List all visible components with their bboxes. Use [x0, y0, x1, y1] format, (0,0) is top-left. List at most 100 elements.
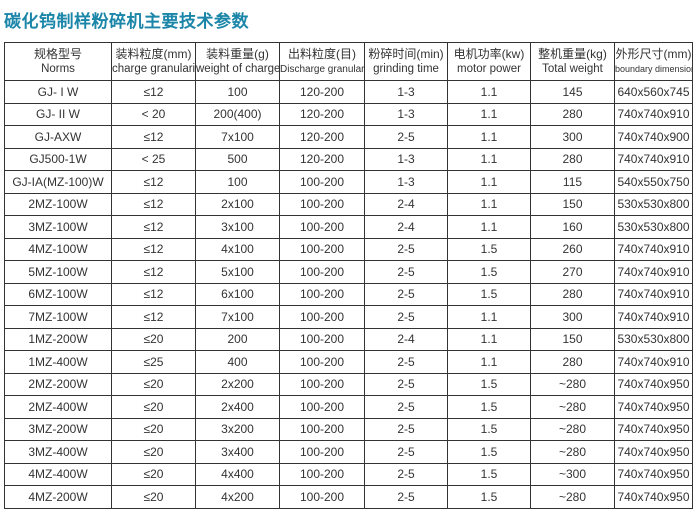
table-cell: 5x100	[195, 260, 280, 284]
column-header-cn: 电机功率(kw)	[453, 46, 525, 61]
table-cell: 3x400	[195, 440, 280, 464]
table-cell: 100-200	[279, 215, 365, 239]
column-header-cn: 装料重量(g)	[206, 46, 269, 61]
table-cell: 150	[530, 327, 615, 351]
table-cell: ≤12	[111, 125, 196, 149]
table-cell: ≤20	[111, 462, 196, 486]
table-cell: 1.1	[447, 350, 531, 374]
table-cell: 740x740x910	[614, 102, 693, 126]
table-cell: 2MZ-200W	[4, 372, 112, 396]
table-cell: ≤12	[111, 237, 196, 261]
spec-table: 规格型号 Norms 装料粒度(mm) charge granularity 装料重量(…	[4, 42, 693, 509]
table-cell: 740x740x910	[614, 260, 693, 284]
table-cell: 1.5	[447, 395, 531, 419]
table-row: GJ-AXW ≤12 7x100 120-200 2-5 1.1 300 740x740x90…	[4, 125, 693, 149]
table-cell: 2-5	[364, 417, 448, 441]
table-row: GJ- II W < 20 200(400) 120-200 1-3 1.1 280 740x…	[4, 102, 693, 126]
table-cell: 100-200	[279, 440, 365, 464]
column-header-en: boundary dimension	[615, 63, 693, 74]
table-cell: ≤20	[111, 485, 196, 509]
table-cell: 100-200	[279, 350, 365, 374]
table-cell: 2x200	[195, 372, 280, 396]
table-cell: 2-5	[364, 260, 448, 284]
table-cell: ≤25	[111, 350, 196, 374]
column-header-en: grinding time	[373, 62, 439, 75]
table-cell: ~280	[530, 395, 615, 419]
table-cell: ≤20	[111, 372, 196, 396]
table-cell: 2-5	[364, 282, 448, 306]
table-cell: 1.5	[447, 417, 531, 441]
table-row: 2MZ-100W ≤12 2x100 100-200 2-4 1.1 150 530x530x…	[4, 192, 693, 216]
table-cell: 740x740x910	[614, 237, 693, 261]
table-row: 1MZ-200W ≤20 200 100-200 2-4 1.1 150 530x530x80…	[4, 327, 693, 351]
table-cell: ~280	[530, 440, 615, 464]
table-cell: 740x740x950	[614, 372, 693, 396]
table-cell: ≤12	[111, 282, 196, 306]
table-cell: 1MZ-400W	[4, 350, 112, 374]
column-header-cn: 整机重量(kg)	[538, 46, 607, 61]
table-cell: 100-200	[279, 327, 365, 351]
table-cell: ≤12	[111, 260, 196, 284]
table-cell: 6MZ-100W	[4, 282, 112, 306]
column-header-en: Total weight	[542, 62, 603, 75]
table-cell: 3MZ-200W	[4, 417, 112, 441]
table-cell: 740x740x910	[614, 282, 693, 306]
table-cell: 1.1	[447, 102, 531, 126]
table-row: 7MZ-100W ≤12 7x100 100-200 2-5 1.1 300 740x740x…	[4, 305, 693, 329]
table-cell: 740x740x950	[614, 462, 693, 486]
table-cell: 2x400	[195, 395, 280, 419]
table-row: 3MZ-100W ≤12 3x100 100-200 2-4 1.1 160 530x530x…	[4, 215, 693, 239]
table-row: 4MZ-200W ≤20 4x200 100-200 2-5 1.5 ~280 740x740…	[4, 485, 693, 509]
table-cell: 2-5	[364, 305, 448, 329]
table-cell: 4MZ-100W	[4, 237, 112, 261]
table-cell: 200	[195, 327, 280, 351]
table-cell: 280	[530, 350, 615, 374]
table-cell: 3MZ-400W	[4, 440, 112, 464]
column-header: 规格型号 Norms	[4, 42, 112, 81]
table-cell: 400	[195, 350, 280, 374]
table-row: GJ500-1W < 25 500 120-200 1-3 1.1 280 740x740x9…	[4, 147, 693, 171]
table-cell: 100-200	[279, 417, 365, 441]
table-cell: 1MZ-200W	[4, 327, 112, 351]
table-cell: GJ- I W	[4, 80, 112, 104]
table-cell: 4MZ-200W	[4, 485, 112, 509]
table-cell: 280	[530, 282, 615, 306]
table-row: 4MZ-100W ≤12 4x100 100-200 2-5 1.5 260 740x740x…	[4, 237, 693, 261]
table-cell: ~280	[530, 417, 615, 441]
table-cell: 280	[530, 102, 615, 126]
table-cell: 1.1	[447, 192, 531, 216]
column-header: 外形尺寸(mm) boundary dimension	[614, 42, 693, 81]
table-cell: 7x100	[195, 305, 280, 329]
column-header-cn: 装料粒度(mm)	[115, 46, 192, 61]
table-cell: ≤20	[111, 417, 196, 441]
table-cell: ~280	[530, 485, 615, 509]
table-cell: 1.5	[447, 485, 531, 509]
table-cell: 6x100	[195, 282, 280, 306]
table-cell: 2-5	[364, 462, 448, 486]
table-cell: ≤12	[111, 192, 196, 216]
table-cell: 540x550x750	[614, 170, 693, 194]
table-cell: 740x740x950	[614, 485, 693, 509]
table-cell: 4x100	[195, 237, 280, 261]
column-header: 电机功率(kw) motor power	[447, 42, 531, 81]
table-cell: 2-5	[364, 372, 448, 396]
table-cell: 100-200	[279, 395, 365, 419]
table-cell: 1.5	[447, 282, 531, 306]
table-cell: 2-5	[364, 125, 448, 149]
table-cell: 740x740x900	[614, 125, 693, 149]
table-cell: 150	[530, 192, 615, 216]
table-cell: 100-200	[279, 462, 365, 486]
table-cell: 2-5	[364, 485, 448, 509]
table-cell: 100	[195, 170, 280, 194]
table-cell: GJ- II W	[4, 102, 112, 126]
column-header: 粉碎时间(min) grinding time	[364, 42, 448, 81]
table-cell: 260	[530, 237, 615, 261]
table-row: 4MZ-400W ≤20 4x400 100-200 2-5 1.5 ~300 740x740…	[4, 462, 693, 486]
table-cell: 100-200	[279, 237, 365, 261]
table-cell: 1.1	[447, 327, 531, 351]
table-row: 3MZ-200W ≤20 3x200 100-200 2-5 1.5 ~280 740x740…	[4, 417, 693, 441]
column-header-en: Discharge granularity	[280, 63, 365, 75]
table-cell: 2-5	[364, 350, 448, 374]
table-cell: 300	[530, 305, 615, 329]
table-cell: 530x530x800	[614, 327, 693, 351]
